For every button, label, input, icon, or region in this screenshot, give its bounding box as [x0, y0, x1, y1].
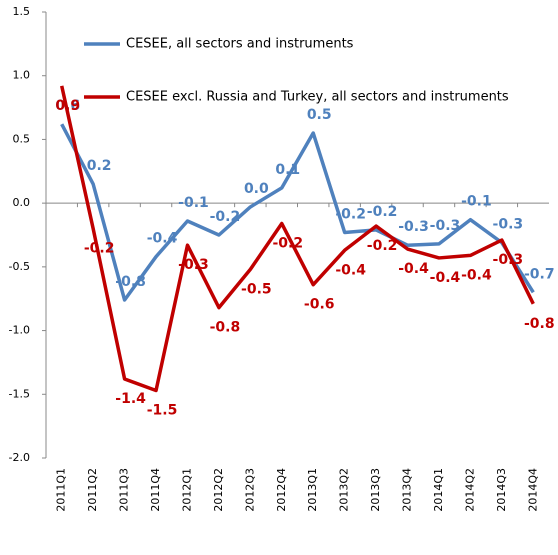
y-tick-label: 0.0: [13, 196, 31, 209]
y-tick-label: -2.0: [9, 451, 30, 464]
data-label: -0.4: [430, 270, 461, 286]
data-label: 0.2: [87, 158, 112, 174]
y-tick-label: 1.0: [13, 69, 31, 82]
x-tick-label: 2014Q2: [463, 468, 476, 512]
data-label: 0.1: [275, 162, 300, 178]
x-tick-label: 2014Q1: [432, 468, 445, 512]
data-label: -0.3: [178, 257, 209, 273]
data-label: -0.2: [84, 241, 115, 257]
x-tick-label: 2013Q3: [369, 468, 382, 512]
data-label: -0.3: [398, 219, 429, 235]
x-tick-label: 2011Q3: [118, 468, 131, 512]
y-tick-label: -1.0: [9, 324, 30, 337]
x-tick-label: 2011Q4: [149, 468, 162, 512]
data-label: -0.2: [367, 238, 398, 254]
data-label: -0.1: [178, 195, 209, 211]
data-label: -0.6: [304, 297, 335, 313]
data-label: -0.2: [272, 236, 303, 252]
data-label: 0.9: [55, 98, 80, 114]
data-label: -0.8: [210, 320, 241, 336]
data-label: -0.3: [493, 217, 524, 233]
legend-label: CESEE, all sectors and instruments: [126, 37, 354, 52]
y-tick-label: -0.5: [9, 260, 30, 273]
series-line: [60, 85, 535, 393]
x-tick-label: 2012Q3: [243, 468, 256, 512]
data-label: -0.4: [398, 261, 429, 277]
x-tick-label: 2014Q4: [526, 468, 539, 512]
x-tick-label: 2014Q3: [495, 468, 508, 512]
data-label: -0.2: [335, 206, 366, 222]
data-label: -0.8: [115, 274, 146, 290]
x-tick-label: 2011Q2: [86, 468, 99, 512]
data-label: -0.4: [147, 231, 178, 247]
x-tick-label: 2013Q1: [306, 468, 319, 512]
x-tick-label: 2013Q4: [401, 468, 414, 512]
data-label: -0.8: [524, 316, 555, 332]
data-label: -0.2: [367, 204, 398, 220]
data-label: 0.5: [307, 107, 332, 123]
data-label: -1.4: [115, 391, 146, 407]
x-tick-label: 2012Q2: [212, 468, 225, 512]
y-tick-label: 0.5: [13, 132, 31, 145]
x-tick-label: 2011Q1: [55, 468, 68, 512]
y-tick-label: 1.5: [13, 5, 31, 18]
data-label: -1.5: [147, 402, 178, 418]
y-tick-label: -1.5: [9, 387, 30, 400]
data-label: 0.0: [244, 181, 269, 197]
series-line: [60, 123, 535, 302]
data-label: -0.5: [241, 281, 272, 297]
legend-label: CESEE excl. Russia and Turkey, all secto…: [126, 90, 509, 105]
data-label: -0.2: [210, 209, 241, 225]
x-tick-label: 2013Q2: [338, 468, 351, 512]
data-label: -0.4: [461, 267, 492, 283]
data-label: -0.1: [461, 194, 492, 210]
data-label: -0.3: [430, 218, 461, 234]
data-label: -0.3: [493, 252, 524, 268]
data-label: -0.4: [335, 262, 366, 278]
data-label: -0.7: [524, 266, 555, 282]
x-tick-label: 2012Q4: [275, 468, 288, 512]
x-tick-label: 2012Q1: [180, 468, 193, 512]
